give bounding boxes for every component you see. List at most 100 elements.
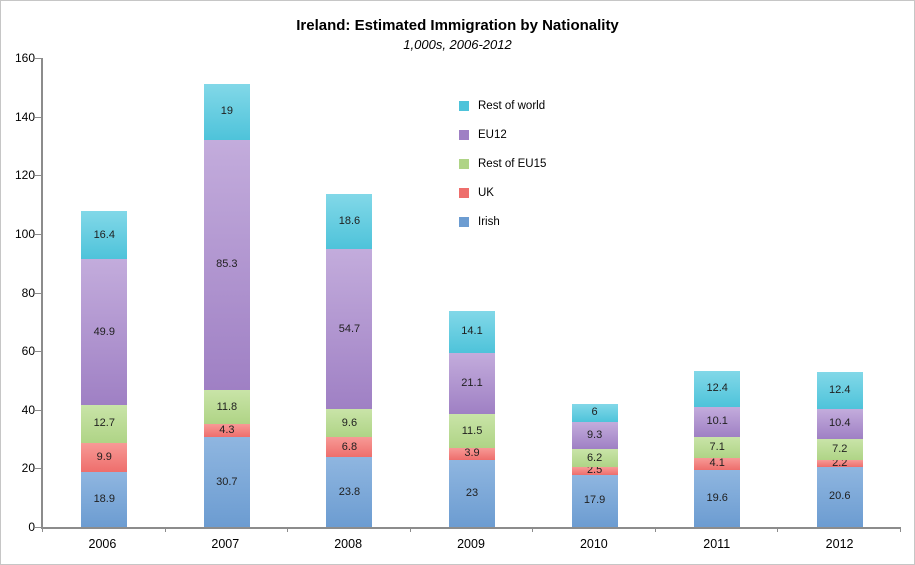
- bar-column-2012: 20.6 2.2 7.2 10.4 12.4: [778, 58, 901, 527]
- y-axis-label-140: 140: [14, 109, 35, 124]
- bar-2010: 17.9 2.5 6.2 9.3 6: [571, 404, 618, 527]
- bar-column-2011: 19.6 4.1 7.1 10.1 12.4: [656, 58, 779, 527]
- y-axis-tick-0: [35, 527, 41, 528]
- x-axis-label-2011: 2011: [703, 537, 731, 551]
- y-axis-tick-140: [35, 116, 41, 118]
- bar-column-2007: 30.7 4.3 11.8 85.3 19: [166, 58, 289, 527]
- segment-label-irish-2010: 17.9: [583, 494, 606, 507]
- y-axis-label-160: 160: [14, 51, 35, 65]
- segment-irish-2009[interactable]: 23: [449, 459, 496, 527]
- x-axis-tick-2: [287, 527, 289, 532]
- legend-swatch-rest-of-eu15: [459, 158, 469, 169]
- bar-column-2010: 17.9 2.5 6.2 9.3 6: [533, 58, 656, 527]
- y-axis-label-0: 0: [28, 520, 35, 534]
- legend-swatch-uk: [459, 187, 469, 198]
- segment-label-rest-of-eu15-2007: 11.8: [216, 400, 238, 413]
- segment-label-rest-of-world-2008: 18.6: [338, 215, 361, 228]
- segment-rest-of-eu15-2011[interactable]: 7.1: [694, 436, 741, 458]
- segment-label-rest-of-world-2009: 14.1: [461, 325, 483, 338]
- x-axis-tick-6: [777, 527, 779, 532]
- y-axis-label-100: 100: [14, 226, 35, 241]
- y-axis-label-80: 80: [21, 285, 35, 300]
- segment-eu12-2006[interactable]: 49.9: [81, 259, 128, 406]
- segment-rest-of-eu15-2012[interactable]: 7.2: [816, 439, 863, 461]
- segment-label-irish-2008: 23.8: [338, 485, 361, 498]
- segment-label-eu12-2012: 10.4: [829, 417, 851, 430]
- bar-column-2009: 23 3.9 11.5 21.1 14.1: [411, 58, 534, 527]
- segment-rest-of-world-2011[interactable]: 12.4: [694, 370, 741, 408]
- bar-column-2008: 23.8 6.8 9.6 54.7 18.6: [288, 58, 411, 527]
- segment-label-irish-2011: 19.6: [706, 491, 728, 504]
- segment-label-uk-2009: 3.9: [464, 447, 480, 460]
- segment-irish-2008[interactable]: 23.8: [326, 457, 373, 527]
- segment-eu12-2011[interactable]: 10.1: [694, 407, 741, 437]
- x-axis-label-2006: 2006: [88, 537, 117, 551]
- legend-label-eu12: EU12: [478, 128, 507, 141]
- segment-label-rest-of-eu15-2008: 9.6: [341, 416, 358, 429]
- segment-eu12-2008[interactable]: 54.7: [326, 248, 373, 410]
- segment-uk-2010[interactable]: 2.5: [571, 465, 618, 476]
- segment-rest-of-world-2009[interactable]: 14.1: [449, 311, 496, 353]
- legend-item-eu12[interactable]: EU12: [459, 120, 546, 149]
- plot-area: 18.9 9.9 12.7 49.9 16.4 30.7 4.3 11.8 85.3 19 23.8…: [41, 58, 901, 529]
- segment-uk-2007[interactable]: 4.3: [203, 424, 250, 438]
- segment-label-irish-2007: 30.7: [216, 475, 238, 488]
- segment-label-eu12-2011: 10.1: [706, 415, 728, 428]
- segment-irish-2007[interactable]: 30.7: [203, 437, 250, 527]
- segment-eu12-2010[interactable]: 9.3: [571, 421, 618, 450]
- legend-swatch-irish: [459, 216, 469, 227]
- segment-label-rest-of-world-2011: 12.4: [706, 382, 728, 395]
- segment-label-rest-of-eu15-2006: 12.7: [93, 417, 115, 430]
- legend-item-irish[interactable]: Irish: [459, 207, 546, 236]
- segment-uk-2006[interactable]: 9.9: [81, 442, 128, 472]
- segment-eu12-2007[interactable]: 85.3: [203, 139, 250, 390]
- x-axis-tick-3: [409, 527, 411, 532]
- legend-item-rest-of-eu15[interactable]: Rest of EU15: [459, 149, 546, 178]
- segment-label-uk-2006: 9.9: [96, 450, 112, 463]
- segment-label-irish-2012: 20.6: [829, 490, 851, 503]
- bar-2011: 19.6 4.1 7.1 10.1 12.4: [694, 370, 741, 527]
- segment-label-rest-of-eu15-2012: 7.2: [832, 443, 848, 456]
- segment-eu12-2012[interactable]: 10.4: [816, 408, 863, 440]
- bar-2012: 20.6 2.2 7.2 10.4 12.4: [816, 372, 863, 527]
- segment-rest-of-world-2010[interactable]: 6: [571, 404, 618, 422]
- segment-label-uk-2007: 4.3: [219, 424, 235, 437]
- segment-label-uk-2012: 2.2: [832, 456, 848, 469]
- y-axis-label-120: 120: [14, 168, 35, 183]
- segment-rest-of-eu15-2008[interactable]: 9.6: [326, 409, 373, 438]
- segment-rest-of-world-2007[interactable]: 19: [203, 84, 250, 140]
- legend-item-uk[interactable]: UK: [459, 178, 546, 207]
- y-axis-tick-160: [35, 58, 41, 59]
- x-axis-tick-5: [654, 527, 656, 532]
- x-axis-label-2010: 2010: [579, 537, 608, 551]
- x-axis-tick-1: [164, 527, 166, 532]
- segment-rest-of-world-2008[interactable]: 18.6: [326, 194, 373, 249]
- segment-rest-of-eu15-2007[interactable]: 11.8: [203, 389, 250, 425]
- legend-item-rest-of-world[interactable]: Rest of world: [459, 91, 546, 120]
- segment-label-rest-of-world-2006: 16.4: [93, 228, 115, 241]
- segment-uk-2012[interactable]: 2.2: [816, 456, 863, 469]
- segment-irish-2011[interactable]: 19.6: [694, 469, 741, 527]
- segment-irish-2012[interactable]: 20.6: [816, 466, 863, 527]
- bar-2007: 30.7 4.3 11.8 85.3 19: [203, 84, 250, 527]
- segment-uk-2009[interactable]: 3.9: [449, 447, 496, 460]
- segment-label-irish-2006: 18.9: [93, 492, 115, 505]
- x-axis-label-2008: 2008: [334, 537, 363, 551]
- x-axis-tick-4: [532, 527, 534, 532]
- segment-rest-of-world-2012[interactable]: 12.4: [816, 372, 863, 409]
- y-axis-tick-100: [35, 233, 41, 235]
- segment-label-rest-of-eu15-2011: 7.1: [709, 440, 725, 453]
- segment-eu12-2009[interactable]: 21.1: [449, 352, 496, 415]
- segment-rest-of-eu15-2006[interactable]: 12.7: [81, 405, 128, 443]
- segment-uk-2008[interactable]: 6.8: [326, 437, 373, 458]
- segment-irish-2006[interactable]: 18.9: [81, 471, 128, 527]
- segment-label-rest-of-eu15-2010: 6.2: [586, 451, 603, 464]
- segment-rest-of-eu15-2010[interactable]: 6.2: [571, 449, 618, 468]
- segment-irish-2010[interactable]: 17.9: [571, 474, 618, 527]
- segment-uk-2011[interactable]: 4.1: [694, 457, 741, 470]
- segment-label-eu12-2009: 21.1: [461, 377, 483, 390]
- segment-rest-of-eu15-2009[interactable]: 11.5: [449, 414, 496, 449]
- x-axis-tick-0: [42, 527, 43, 532]
- segment-rest-of-world-2006[interactable]: 16.4: [81, 211, 128, 260]
